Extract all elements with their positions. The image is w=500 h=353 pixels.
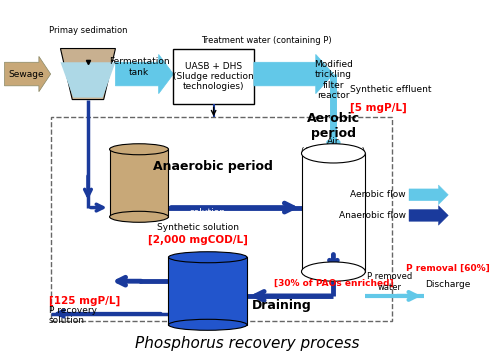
- Text: Modified
trickling
filter
reactor: Modified trickling filter reactor: [314, 60, 353, 100]
- Polygon shape: [409, 205, 449, 225]
- Ellipse shape: [168, 252, 247, 263]
- Polygon shape: [116, 54, 173, 94]
- Text: P removed
water: P removed water: [366, 273, 412, 292]
- Ellipse shape: [302, 262, 366, 281]
- Text: Draining: Draining: [252, 299, 312, 312]
- Bar: [302, 153, 366, 271]
- Text: P recovery
solution: P recovery solution: [48, 306, 96, 325]
- Text: Anaerobic flow: Anaerobic flow: [339, 211, 406, 220]
- Polygon shape: [409, 185, 449, 205]
- Text: [5 mgP/L]: [5 mgP/L]: [350, 102, 407, 113]
- Text: Primay sedimation: Primay sedimation: [48, 26, 127, 35]
- Text: Synthetic effluent: Synthetic effluent: [350, 85, 432, 94]
- Bar: [110, 180, 168, 217]
- Text: Sewage: Sewage: [8, 70, 44, 78]
- Text: Aerobic
period: Aerobic period: [307, 112, 360, 140]
- Text: UASB + DHS
(Sludge reduction
technologies): UASB + DHS (Sludge reduction technologie…: [174, 61, 254, 91]
- Text: Phosphorus recovery process: Phosphorus recovery process: [135, 336, 360, 351]
- Polygon shape: [4, 56, 51, 92]
- Text: Discharge: Discharge: [426, 280, 471, 289]
- Ellipse shape: [110, 211, 168, 222]
- Bar: [110, 149, 168, 217]
- Bar: [168, 274, 247, 325]
- Text: Fermentation
tank: Fermentation tank: [108, 57, 170, 77]
- Text: Aerobic flow: Aerobic flow: [350, 190, 406, 199]
- Polygon shape: [60, 48, 116, 100]
- Ellipse shape: [168, 319, 247, 330]
- Bar: [168, 257, 247, 325]
- Text: [30% of PAOs enriched]: [30% of PAOs enriched]: [274, 279, 393, 288]
- Text: [125 mgP/L]: [125 mgP/L]: [48, 296, 120, 306]
- Bar: [174, 48, 254, 104]
- Text: Synthetic solution: Synthetic solution: [157, 223, 239, 232]
- Text: [2,000 mgCOD/L]: [2,000 mgCOD/L]: [148, 235, 248, 245]
- Ellipse shape: [302, 144, 366, 163]
- Polygon shape: [254, 54, 334, 94]
- Polygon shape: [60, 62, 116, 97]
- Text: Anaerobic period: Anaerobic period: [152, 160, 272, 173]
- Text: Air
(Only aerobic): Air (Only aerobic): [302, 137, 366, 156]
- Text: Treatment water (containing P): Treatment water (containing P): [202, 36, 332, 45]
- Ellipse shape: [110, 144, 168, 155]
- Bar: [50, 117, 392, 322]
- Text: Recirculated
solution
tank: Recirculated solution tank: [180, 198, 236, 227]
- Text: P removal [60%]: P removal [60%]: [406, 264, 490, 273]
